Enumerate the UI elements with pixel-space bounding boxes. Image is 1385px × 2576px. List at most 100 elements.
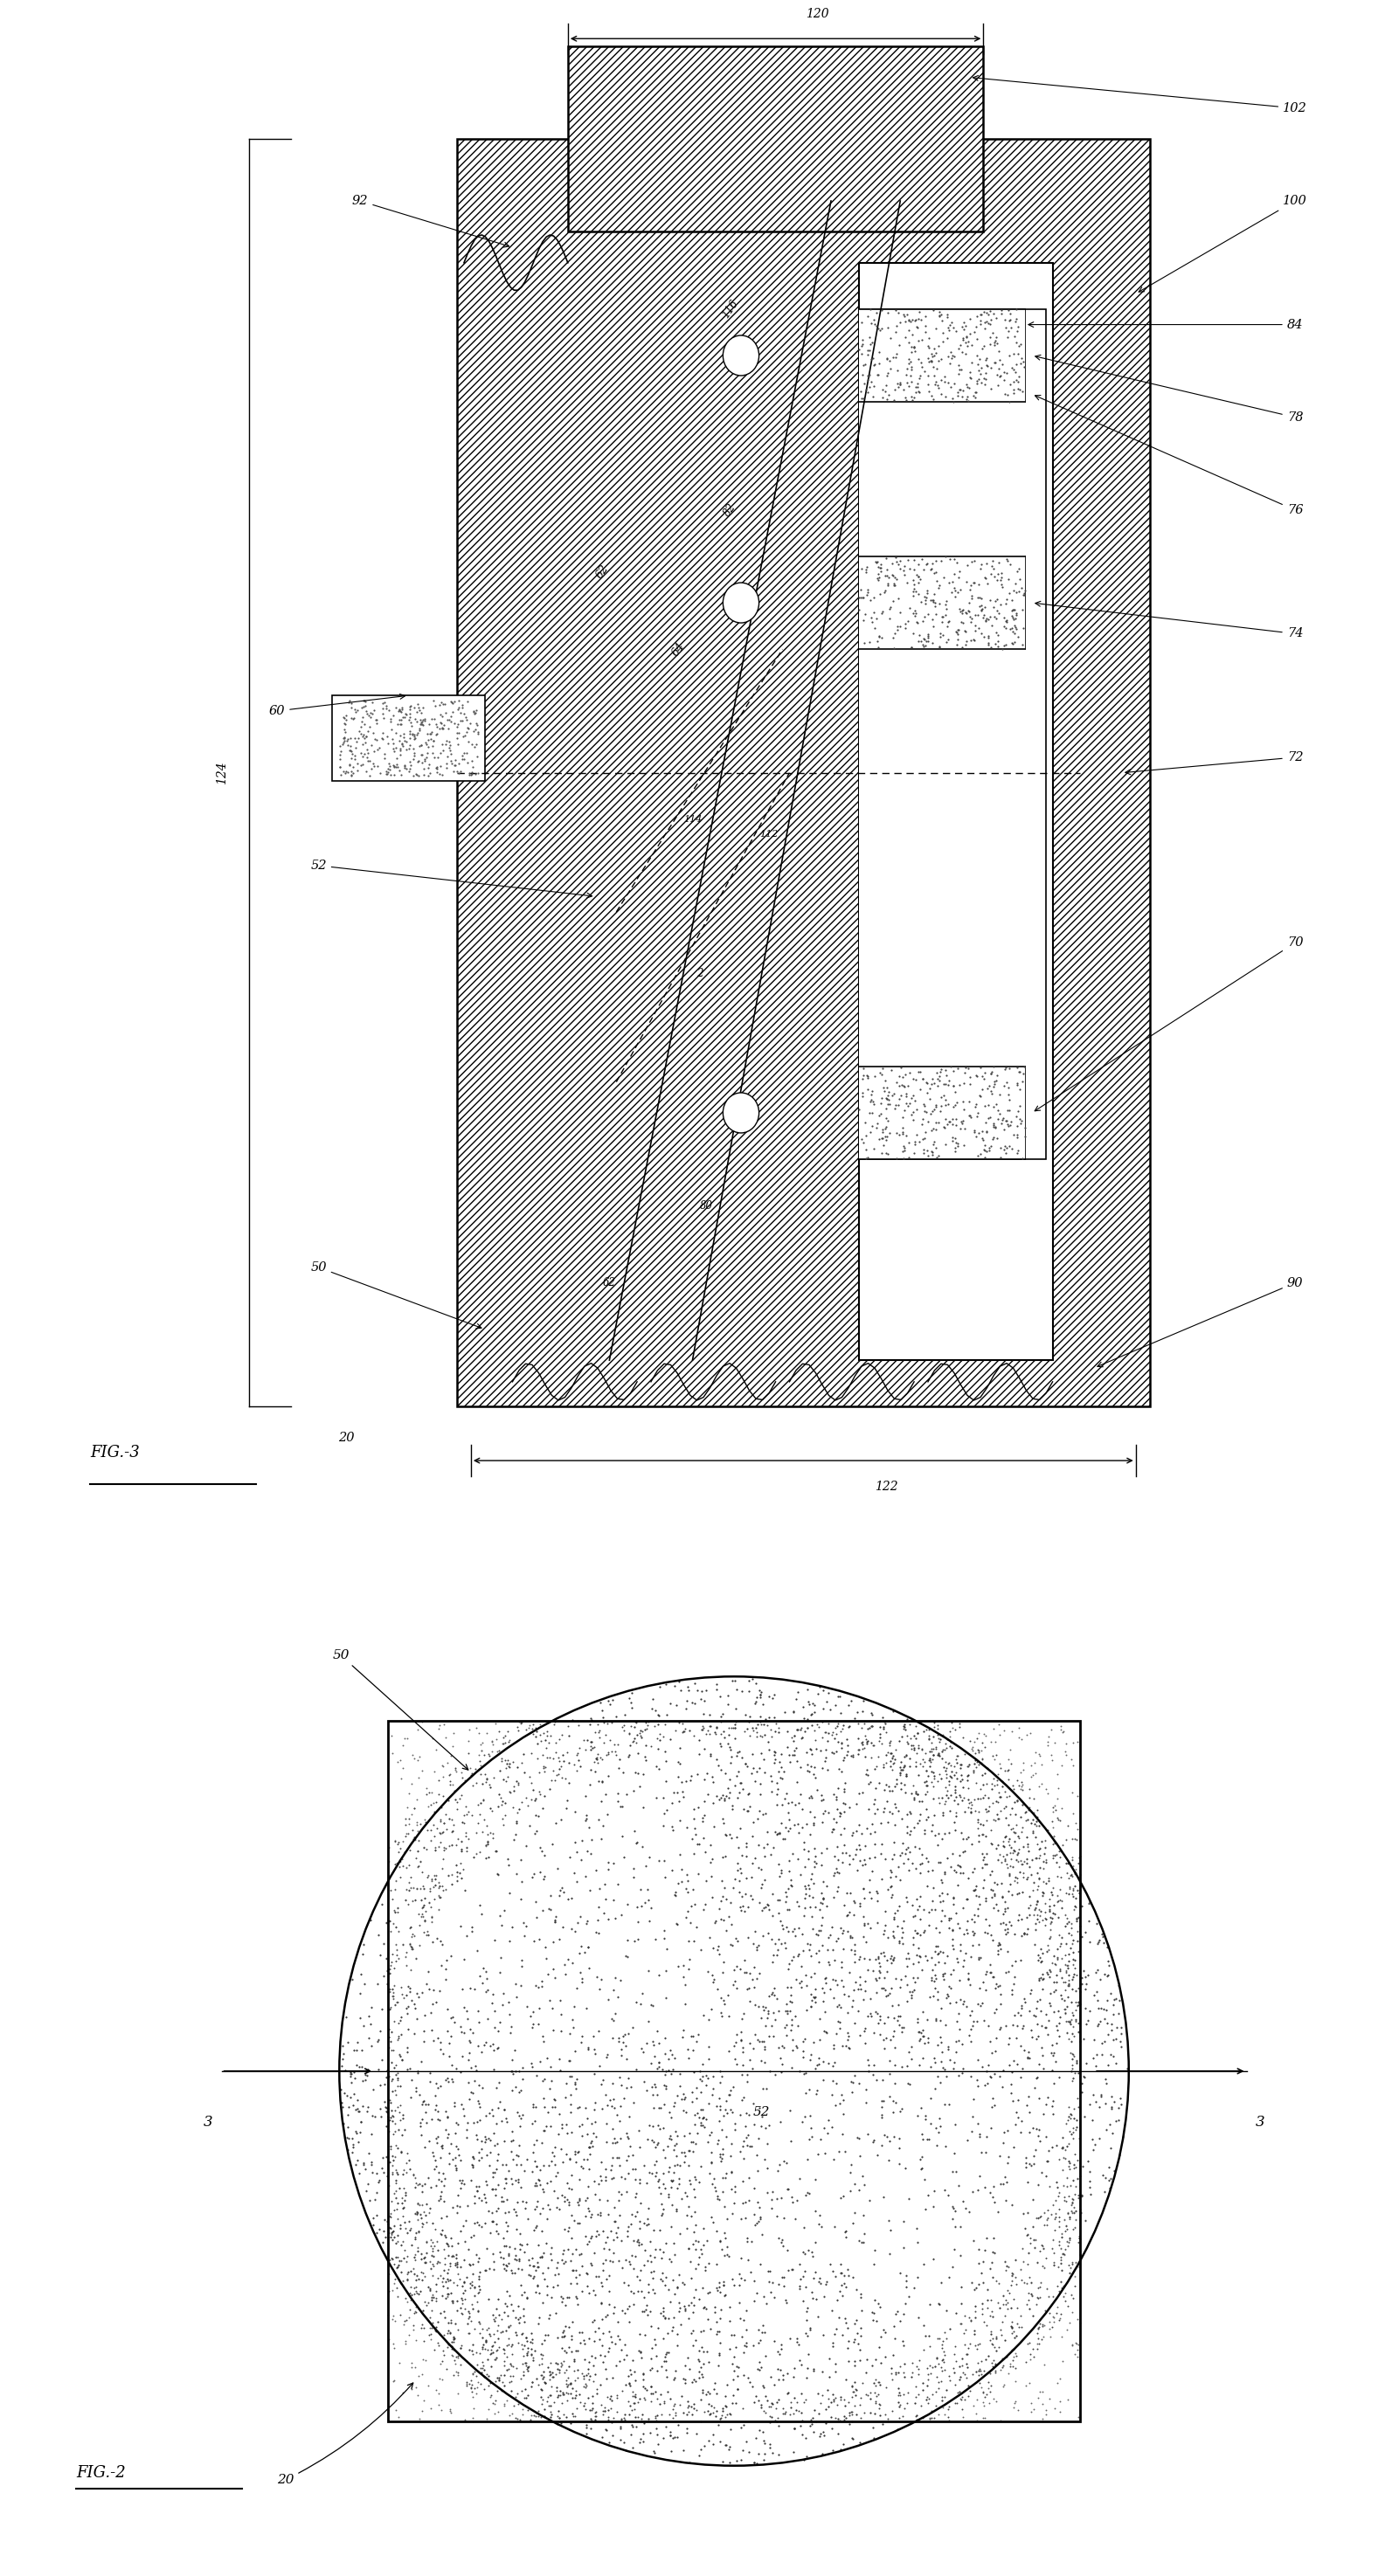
Point: [810, 1832, 832, 1873]
Point: [853, 2164, 875, 2205]
Point: [580, 2336, 602, 2378]
Point: [407, 742, 429, 783]
Point: [896, 538, 918, 580]
Point: [335, 750, 357, 791]
Point: [813, 2277, 835, 2318]
Point: [389, 1857, 411, 1899]
Point: [709, 2063, 731, 2105]
Point: [735, 1824, 758, 1865]
Point: [421, 2290, 443, 2331]
Point: [429, 744, 452, 786]
Point: [339, 2053, 361, 2094]
Point: [536, 2197, 558, 2239]
Point: [421, 726, 443, 768]
Point: [1000, 580, 1022, 621]
Point: [571, 2115, 593, 2156]
Point: [978, 2004, 1000, 2045]
Point: [794, 2383, 816, 2424]
Point: [884, 368, 906, 410]
Point: [1051, 1788, 1073, 1829]
Point: [737, 1790, 759, 1832]
Point: [745, 1682, 767, 1723]
Point: [713, 2262, 735, 2303]
Point: [981, 1824, 1003, 1865]
Point: [633, 1883, 655, 1924]
Point: [1037, 1716, 1060, 1757]
Point: [644, 2228, 666, 2269]
Point: [964, 2352, 986, 2393]
Point: [909, 1886, 931, 1927]
Point: [396, 2254, 418, 2295]
Point: [771, 2354, 794, 2396]
Point: [413, 2192, 435, 2233]
Point: [792, 2257, 814, 2298]
Point: [417, 1785, 439, 1826]
Point: [1062, 1994, 1084, 2035]
Point: [751, 1996, 773, 2038]
Point: [939, 1710, 961, 1752]
Point: [788, 1935, 810, 1976]
Point: [500, 2370, 522, 2411]
Point: [958, 1095, 981, 1136]
Point: [922, 355, 945, 397]
Point: [940, 1703, 963, 1744]
Point: [911, 2398, 933, 2439]
Point: [600, 2375, 622, 2416]
Point: [1062, 2143, 1084, 2184]
Point: [771, 2043, 794, 2084]
Point: [1048, 1847, 1071, 1888]
Point: [525, 2056, 547, 2097]
Point: [766, 1880, 788, 1922]
Point: [450, 1752, 472, 1793]
Point: [464, 1968, 486, 2009]
Point: [558, 2365, 580, 2406]
Point: [994, 2179, 1017, 2221]
Point: [428, 2179, 450, 2221]
Point: [891, 2045, 913, 2087]
Point: [838, 1891, 860, 1932]
Point: [1048, 2056, 1071, 2097]
Point: [953, 1819, 975, 1860]
Point: [528, 2365, 550, 2406]
Point: [789, 2264, 812, 2306]
Point: [442, 2321, 464, 2362]
Point: [705, 2396, 727, 2437]
Point: [396, 1718, 418, 1759]
Point: [361, 742, 384, 783]
Point: [902, 1842, 924, 1883]
Point: [442, 1713, 464, 1754]
Point: [961, 2097, 983, 2138]
Point: [445, 1844, 467, 1886]
Point: [742, 2195, 765, 2236]
Point: [902, 1942, 924, 1984]
Point: [1065, 2002, 1087, 2043]
Point: [960, 2009, 982, 2050]
Point: [683, 2360, 705, 2401]
Point: [907, 1713, 929, 1754]
Point: [648, 1667, 670, 1708]
Point: [627, 2272, 650, 2313]
Point: [859, 2372, 881, 2414]
Point: [1094, 2081, 1116, 2123]
Point: [868, 1942, 891, 1984]
Point: [587, 2213, 609, 2254]
Point: [968, 1937, 990, 1978]
Point: [867, 1950, 889, 1991]
Point: [882, 1744, 904, 1785]
Point: [1000, 307, 1022, 348]
Point: [1030, 1929, 1053, 1971]
Point: [986, 2316, 1008, 2357]
Point: [692, 2097, 715, 2138]
Point: [716, 2393, 738, 2434]
Point: [895, 1955, 917, 1996]
Point: [1043, 1991, 1065, 2032]
Point: [465, 2354, 488, 2396]
Point: [965, 2058, 988, 2099]
Point: [904, 590, 927, 631]
Point: [1048, 1947, 1071, 1989]
Point: [1071, 1958, 1093, 1999]
Point: [999, 301, 1021, 343]
Point: [1058, 2197, 1080, 2239]
Point: [780, 2385, 802, 2427]
Point: [565, 2141, 587, 2182]
